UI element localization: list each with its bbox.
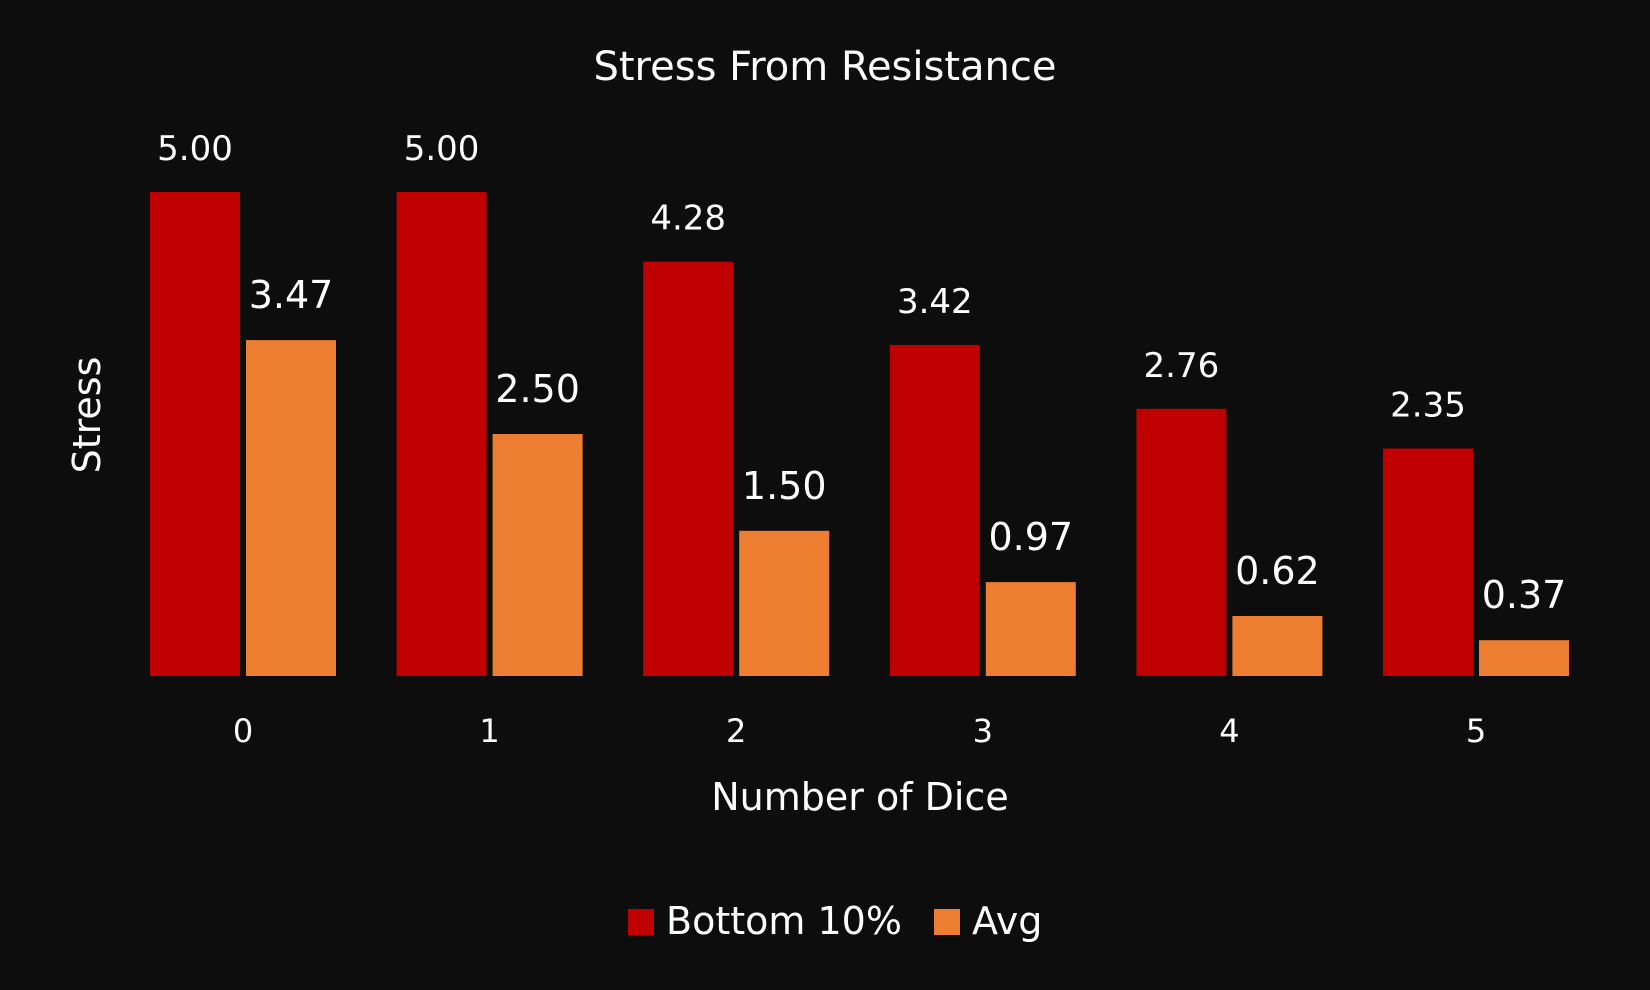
legend-label: Avg [972,899,1042,943]
bar-group-5: 2.35 0.37 5 [1383,386,1569,750]
data-label-avg-3: 0.97 [988,515,1073,559]
data-label-avg-4: 0.62 [1235,549,1320,593]
x-tick-label-1: 1 [479,712,499,750]
data-label-bottom-10-2: 4.28 [650,199,726,239]
data-label-avg-0: 3.47 [249,273,334,317]
bar-bottom-10-5 [1383,448,1473,676]
legend: Bottom 10% Avg [628,899,1042,943]
bar-group-0: 5.00 3.47 0 [150,129,336,750]
x-tick-label-3: 3 [973,712,993,750]
legend-swatch [628,909,654,935]
x-tick-label-5: 5 [1466,712,1486,750]
bar-group-3: 3.42 0.97 3 [889,282,1076,750]
x-tick-label-2: 2 [726,712,746,750]
legend-label: Bottom 10% [666,899,902,943]
bar-bottom-10-2 [643,261,734,676]
x-axis-label: Number of Dice [711,775,1009,819]
legend-item-bottom-10: Bottom 10% [628,899,902,943]
data-label-bottom-10-3: 3.42 [897,282,973,322]
data-label-avg-1: 2.50 [495,367,580,411]
y-axis-label: Stress [65,357,109,474]
legend-swatch [934,909,960,935]
bar-bottom-10-4 [1136,408,1227,676]
bar-avg-5 [1479,640,1569,676]
chart-title: Stress From Resistance [593,44,1056,90]
data-label-avg-2: 1.50 [742,464,827,508]
bars-layer: 5.00 3.47 0 5.00 2.50 1 4.28 1.50 2 3.42 0.97 3 2.76… [150,129,1569,750]
data-label-bottom-10-4: 2.76 [1144,346,1220,386]
bar-group-2: 4.28 1.50 2 [643,199,830,750]
data-label-bottom-10-1: 5.00 [404,129,480,169]
x-tick-label-0: 0 [233,712,253,750]
bar-avg-3 [985,582,1076,676]
bar-avg-1 [492,434,583,676]
data-label-bottom-10-5: 2.35 [1390,386,1466,426]
bar-avg-4 [1232,615,1323,676]
data-label-avg-5: 0.37 [1482,573,1567,617]
bar-avg-0 [246,340,336,676]
x-tick-label-4: 4 [1219,712,1239,750]
bar-group-1: 5.00 2.50 1 [396,129,583,750]
bar-bottom-10-0 [150,192,240,676]
data-label-bottom-10-0: 5.00 [157,129,233,169]
bar-bottom-10-3 [889,344,980,676]
legend-item-avg: Avg [934,899,1042,943]
bar-bottom-10-1 [396,192,487,676]
bar-avg-2 [739,530,830,676]
bar-group-4: 2.76 0.62 4 [1136,346,1323,750]
